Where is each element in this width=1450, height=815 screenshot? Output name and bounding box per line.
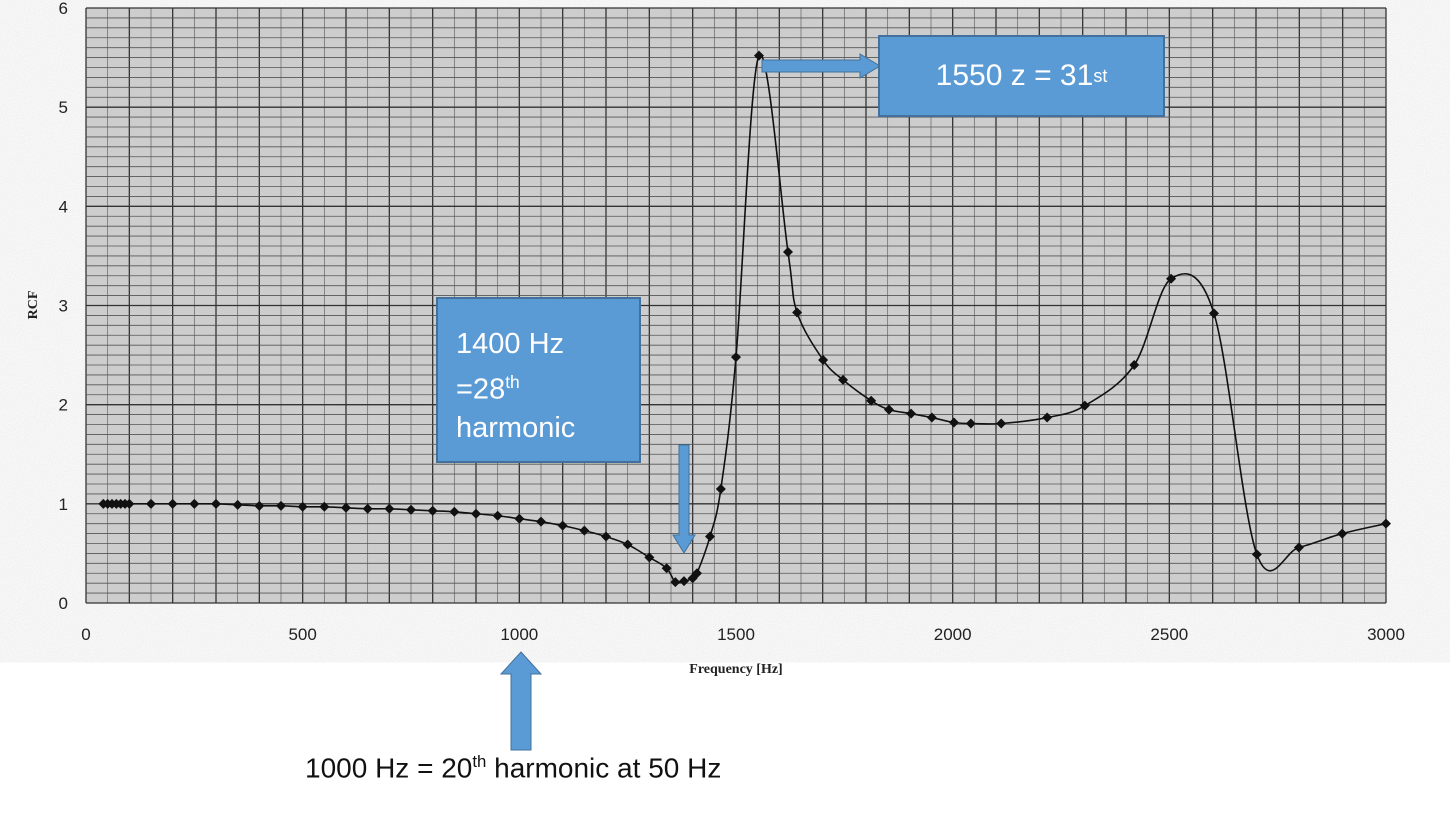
- annotation-1000hz: 1000 Hz = 20th harmonic at 50 Hz: [305, 752, 721, 784]
- data-point: [1381, 518, 1391, 529]
- x-tick-label: 3000: [1367, 625, 1405, 644]
- data-point: [679, 576, 689, 587]
- data-point: [601, 531, 611, 542]
- data-point: [1337, 528, 1348, 539]
- annotation-superscript: st: [1093, 65, 1108, 86]
- data-point: [818, 355, 829, 366]
- y-tick-label: 6: [59, 0, 68, 18]
- data-point: [362, 503, 373, 514]
- annotation-text: 1000 Hz = 20: [305, 752, 473, 784]
- x-tick-label: 2500: [1150, 625, 1188, 644]
- data-point: [449, 506, 460, 517]
- data-point: [1293, 542, 1304, 553]
- x-tick-label: 1500: [717, 625, 755, 644]
- y-tick-label: 0: [59, 594, 68, 613]
- y-tick-label: 3: [59, 297, 68, 316]
- data-point: [731, 352, 741, 363]
- data-point: [1208, 308, 1219, 319]
- data-point: [254, 500, 265, 511]
- data-point: [384, 503, 395, 514]
- data-point: [211, 498, 221, 509]
- data-point: [579, 525, 590, 536]
- annotation-text: harmonic at 50 Hz: [486, 752, 722, 784]
- annotation-superscript: th: [472, 752, 487, 771]
- data-point: [783, 246, 793, 257]
- data-point: [792, 307, 803, 318]
- up-arrow: [499, 651, 543, 751]
- data-point: [622, 539, 633, 550]
- y-tick-label: 2: [59, 396, 68, 415]
- data-point: [557, 520, 568, 531]
- data-point: [514, 513, 525, 524]
- y-tick-label: 5: [59, 98, 68, 117]
- data-point: [471, 508, 481, 519]
- data-point: [753, 50, 764, 61]
- data-point: [1166, 273, 1177, 284]
- data-point: [492, 510, 503, 521]
- data-point: [705, 531, 715, 542]
- annotation-text: 1550 z = 31: [935, 59, 1094, 92]
- data-point: [1129, 360, 1140, 370]
- right-arrow: [761, 53, 881, 79]
- data-point: [866, 395, 877, 406]
- data-point: [232, 499, 243, 510]
- data-point: [276, 500, 286, 511]
- annotation-text: =28: [456, 373, 506, 406]
- data-point: [906, 408, 917, 419]
- data-point: [996, 418, 1007, 429]
- data-point: [536, 516, 546, 527]
- annotation-line: 1400 Hz: [456, 328, 565, 360]
- x-axis-label: Frequency [Hz]: [689, 662, 782, 677]
- down-arrow: [672, 444, 696, 554]
- data-point: [297, 501, 308, 512]
- y-tick-label: 4: [59, 197, 68, 216]
- x-tick-label: 0: [81, 625, 90, 644]
- data-point: [883, 404, 894, 415]
- annotation-line: harmonic: [456, 411, 576, 444]
- data-point: [146, 498, 156, 509]
- data-point: [1079, 400, 1090, 411]
- data-point: [926, 412, 937, 423]
- annotation-line: =28th: [456, 363, 639, 409]
- annotation-1400hz: 1400 Hz =28th harmonic: [436, 297, 641, 463]
- data-point: [189, 498, 200, 509]
- data-point: [1042, 412, 1053, 423]
- x-tick-label: 2000: [934, 625, 972, 644]
- data-point: [965, 418, 976, 429]
- data-point: [715, 483, 726, 494]
- tick-labels: 0 500 1000 1500 2000 2500 3000 0 1 2 3 4 5 6: [59, 0, 1405, 644]
- grid: [85, 7, 1387, 604]
- data-point: [838, 374, 849, 385]
- data-point: [427, 505, 438, 516]
- x-tick-label: 500: [288, 625, 316, 644]
- data-point: [341, 502, 351, 513]
- data-point: [670, 577, 681, 588]
- data-point: [948, 417, 959, 428]
- x-tick-label: 1000: [500, 625, 538, 644]
- data-point: [692, 568, 702, 579]
- annotation-superscript: th: [505, 372, 520, 392]
- data-markers: [98, 50, 1391, 588]
- y-axis-label: RCF: [26, 291, 41, 320]
- data-point: [661, 563, 672, 574]
- data-point: [319, 501, 330, 512]
- data-point: [167, 498, 178, 509]
- data-point: [124, 498, 135, 509]
- data-point: [406, 504, 416, 515]
- data-point: [1251, 549, 1262, 560]
- y-tick-label: 1: [59, 495, 68, 514]
- data-point: [644, 552, 655, 563]
